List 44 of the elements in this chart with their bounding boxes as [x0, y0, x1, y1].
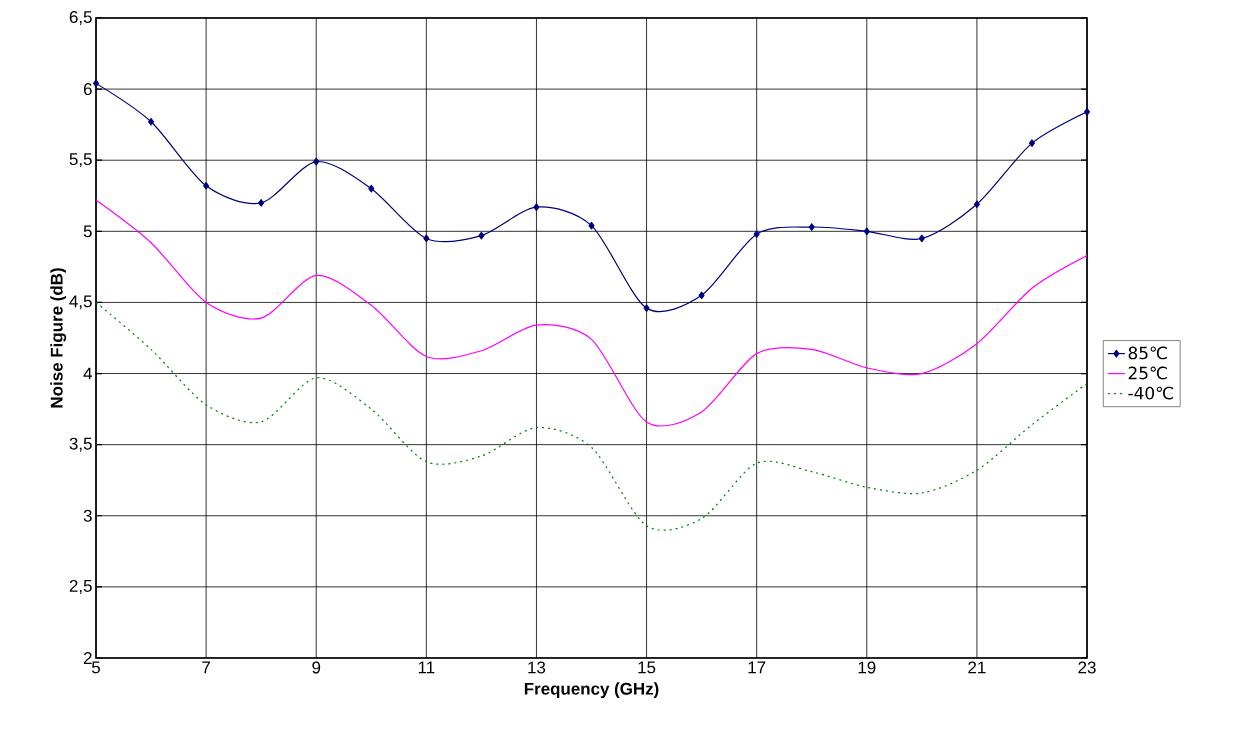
x-tick-label: 21 [968, 661, 986, 674]
legend-label: 25℃ [1128, 366, 1167, 380]
point [148, 118, 155, 126]
point [423, 234, 430, 243]
x-tick-label: 15 [638, 661, 656, 674]
y-tick-label: 3,5 [69, 437, 92, 452]
point [368, 184, 375, 193]
y-tick-label: 2,5 [69, 579, 92, 594]
point [203, 182, 210, 190]
point [93, 79, 100, 88]
y-tick-label: 2 [83, 652, 92, 664]
y-tick-label: 4,5 [69, 295, 92, 310]
x-tick-label: 13 [528, 661, 546, 674]
x-tick-label: 19 [858, 661, 876, 674]
x-axis-title: Frequency (GHz) [524, 682, 659, 699]
point [753, 230, 760, 238]
point [1084, 108, 1091, 116]
x-tick-label: 5 [91, 661, 100, 674]
point [918, 234, 925, 243]
y-tick-label: 3 [83, 509, 92, 522]
x-tick-label: 9 [312, 661, 321, 674]
point [313, 157, 320, 166]
point [478, 231, 485, 240]
x-tick-label: 17 [748, 661, 766, 674]
x-tick-label: 7 [202, 661, 210, 674]
point [973, 200, 980, 209]
x-tick-label: 23 [1078, 661, 1096, 674]
y-axis-title: Noise Figure (dB) [50, 268, 67, 408]
y-tick-label: 4 [83, 367, 92, 380]
point [1028, 139, 1035, 147]
y-tick-label: 5 [83, 225, 92, 238]
y-tick-label: 6,5 [69, 10, 92, 25]
legend-label: 85℃ [1128, 346, 1167, 360]
point [698, 291, 705, 300]
point [588, 221, 595, 230]
legend-label: -40℃ [1128, 386, 1173, 400]
point [808, 223, 815, 231]
x-tick-label: 11 [418, 661, 435, 674]
y-tick-label: 6 [83, 83, 92, 96]
point [863, 227, 870, 236]
point [258, 199, 265, 207]
y-tick-label: 5,5 [69, 153, 92, 168]
point [533, 203, 540, 211]
point [643, 304, 650, 312]
